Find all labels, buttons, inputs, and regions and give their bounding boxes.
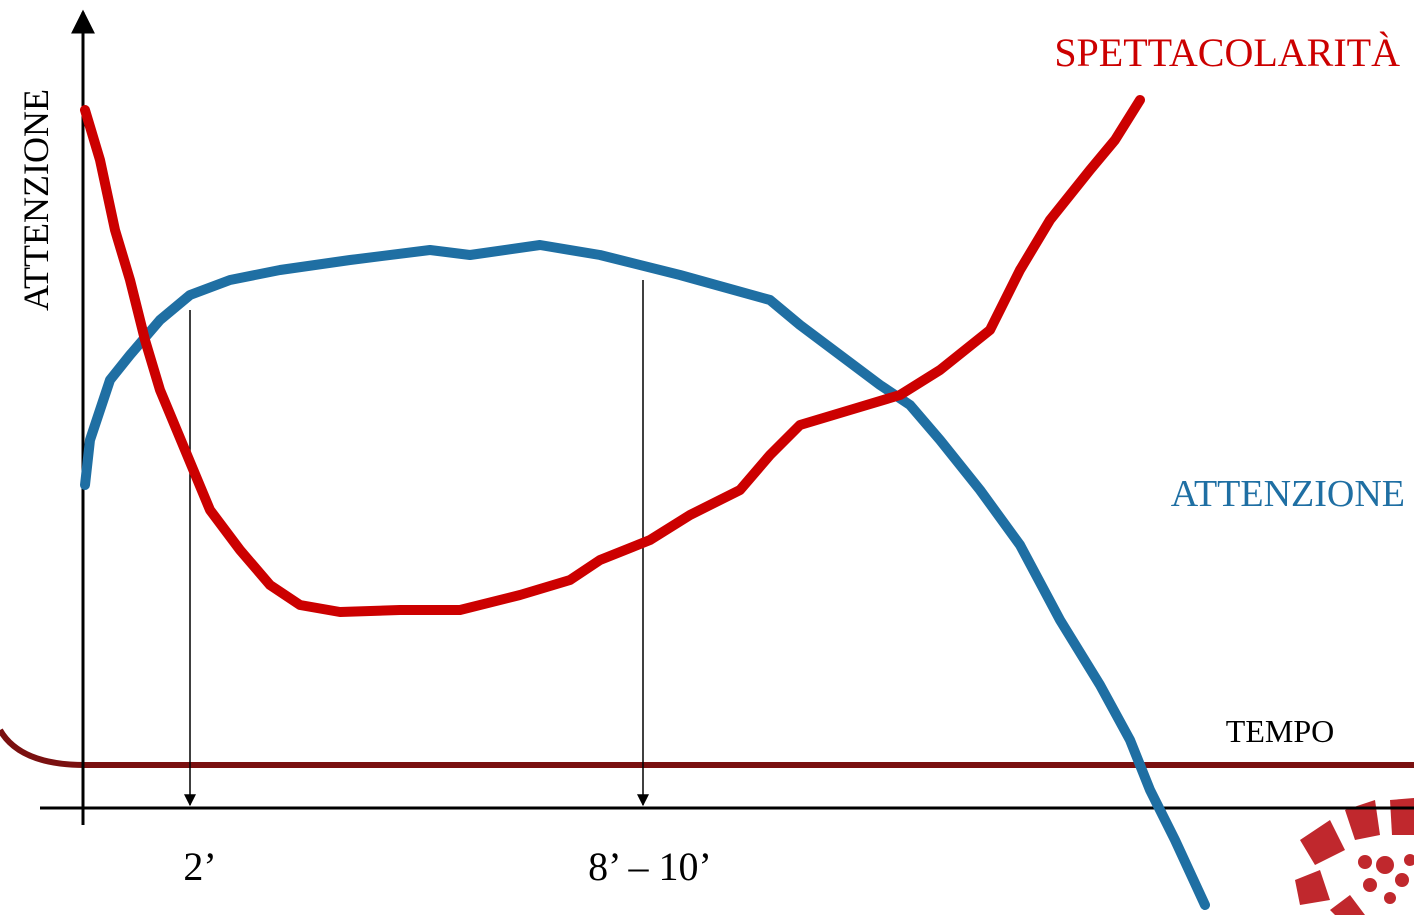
spectacle-curve (80, 95, 1145, 617)
time-marker: 8’ – 10’ (588, 844, 712, 889)
decor-band (0, 728, 1414, 768)
time-marker: 2’ (183, 844, 216, 889)
y-axis-label: ATTENZIONE (16, 89, 56, 311)
attention-curve (80, 240, 1210, 910)
x-axis-label: TEMPO (1226, 713, 1334, 749)
logo (1295, 798, 1414, 915)
curve-label: SPETTACOLARITÀ (1054, 30, 1400, 75)
curve-label: ATTENZIONE (1171, 473, 1405, 515)
